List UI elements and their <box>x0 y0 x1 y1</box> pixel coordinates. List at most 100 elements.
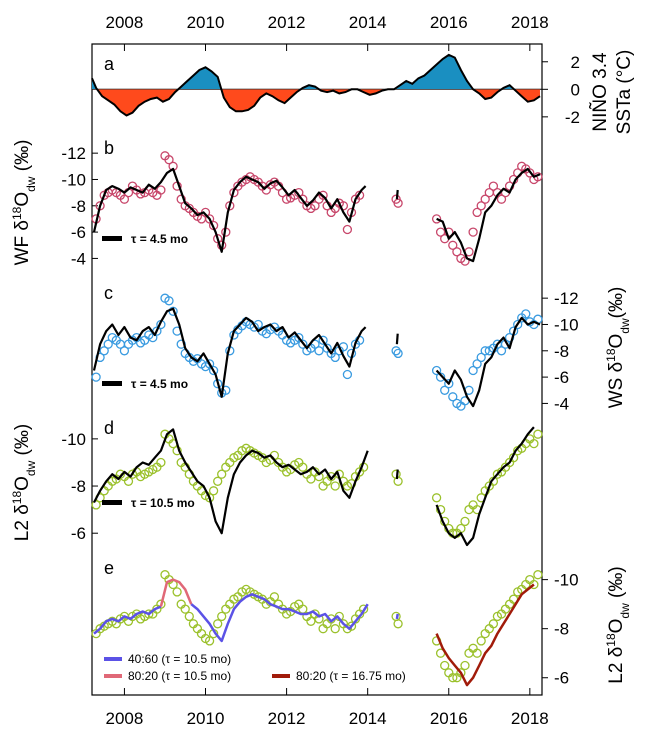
x-tick-label-top: 2018 <box>511 13 549 32</box>
legend-label-b: τ = 4.5 mo <box>131 232 188 246</box>
legend-swatch-c <box>102 381 122 386</box>
data-point-b <box>496 194 507 204</box>
y-tick-label-c: -4 <box>554 394 569 413</box>
data-point-d <box>213 476 223 486</box>
y-tick-label-b: -12 <box>61 144 86 163</box>
data-point-c <box>468 365 478 376</box>
x-tick-label-bottom: 2014 <box>349 709 387 728</box>
data-point-c <box>393 348 403 359</box>
x-tick-label-top: 2014 <box>349 13 387 32</box>
data-point-c <box>342 369 353 380</box>
ylabel-b-pre: WF δ <box>12 220 33 265</box>
data-point-e <box>472 648 482 658</box>
data-point-b <box>135 189 146 199</box>
data-point-e <box>448 673 458 683</box>
data-point-d <box>91 500 101 510</box>
ylabel-b-sup: 18 <box>10 206 24 220</box>
panel-letter-a: a <box>104 54 115 74</box>
series-line-e-1 <box>159 578 193 607</box>
data-layer <box>91 53 543 687</box>
legend-label-d: τ = 10.5 mo <box>131 496 195 510</box>
data-point-d <box>460 516 470 527</box>
data-point-b <box>448 240 458 250</box>
ylabel-c-mid: O <box>606 334 627 349</box>
data-point-b <box>213 234 223 244</box>
data-point-e <box>172 587 182 597</box>
ylabel-group-e: L2 δ18Odw (‰) <box>604 566 632 683</box>
y-tick-label-c: -8 <box>554 342 569 361</box>
data-point-b <box>342 224 353 235</box>
data-point-b <box>156 185 166 195</box>
data-point-c <box>448 392 458 402</box>
data-point-e <box>217 611 227 622</box>
data-point-d <box>326 471 336 482</box>
data-point-e <box>156 599 166 609</box>
x-tick-label-bottom: 2012 <box>268 709 306 728</box>
x-tick-label-top: 2010 <box>187 13 225 32</box>
ylabel-d-mid: O <box>12 476 33 491</box>
data-point-c <box>513 319 523 330</box>
data-point-c <box>318 335 328 345</box>
legend-swatch-d <box>102 500 122 505</box>
data-point-b <box>488 181 499 191</box>
data-point-c <box>103 339 113 349</box>
data-point-d <box>306 474 316 484</box>
series-line-e-2 <box>190 593 369 643</box>
ylabel-d-pre: L2 δ <box>12 504 33 541</box>
y-tick-label-e: -6 <box>554 669 569 688</box>
series-line-e-0 <box>93 605 162 635</box>
ylabel-b: WF δ18Odw (‰) <box>10 140 38 266</box>
y-tick-label-d: -10 <box>61 430 86 449</box>
data-point-b <box>476 201 486 211</box>
y-tick-label-a: 0 <box>571 80 580 99</box>
nino-ylabel-group: NIÑO 3.4 SSTa (°C) <box>589 50 635 135</box>
series-line-d-1 <box>395 469 399 480</box>
nino-ylabel-line1: NIÑO 3.4 <box>589 52 611 132</box>
ylabel-c-sup: 18 <box>604 348 618 362</box>
data-point-b <box>472 207 482 218</box>
series-line-b-2 <box>436 167 541 263</box>
y-tick-label-a: -2 <box>565 108 580 127</box>
data-point-e <box>204 636 215 646</box>
ylabel-d: L2 δ18Odw (‰) <box>10 424 38 541</box>
ylabel-group-b: WF δ18Odw (‰) <box>10 140 38 266</box>
data-point-e <box>488 619 499 629</box>
ylabel-b-post: (‰) <box>12 140 33 177</box>
data-point-e <box>306 616 316 626</box>
plot-frame <box>91 43 543 696</box>
series-line-c-2 <box>435 316 541 408</box>
ylabel-c-sub: dw <box>618 318 632 334</box>
y-tick-label-b: -10 <box>61 170 86 189</box>
y-tick-label-c: -12 <box>554 289 579 308</box>
data-point-e <box>529 579 539 590</box>
data-point-d <box>431 493 442 503</box>
ylabel-c-post: (‰) <box>606 287 627 319</box>
data-point-e <box>180 604 190 614</box>
legend-label-c: τ = 4.5 mo <box>131 377 188 391</box>
data-point-c <box>119 346 130 356</box>
y-tick-label-b: -6 <box>71 223 86 242</box>
data-point-b <box>281 194 292 204</box>
data-point-c <box>472 359 482 369</box>
x-tick-label-bottom: 2010 <box>187 709 225 728</box>
x-tick-label-bottom: 2008 <box>106 709 144 728</box>
data-point-b <box>310 201 320 211</box>
y-tick-label-a: 2 <box>571 53 580 72</box>
nino-ylabel-line2: SSTa (°C) <box>614 50 635 135</box>
y-tick-label-e: -8 <box>554 620 569 639</box>
ylabel-b-mid: O <box>12 192 33 207</box>
ylabel-group-c: WS δ18Odw(‰) <box>604 287 632 409</box>
data-point-b <box>393 198 403 208</box>
ylabel-d-sup: 18 <box>10 491 24 505</box>
data-point-d <box>533 429 543 439</box>
series-line-e-4 <box>435 583 535 687</box>
data-point-b <box>298 194 308 204</box>
y-tick-label-b: -8 <box>71 197 86 216</box>
data-point-e <box>184 611 194 622</box>
data-point-b <box>318 190 328 200</box>
data-point-c <box>330 352 340 363</box>
data-point-d <box>393 476 403 486</box>
data-point-c <box>444 379 454 389</box>
nino-positive-fill <box>92 89 540 116</box>
